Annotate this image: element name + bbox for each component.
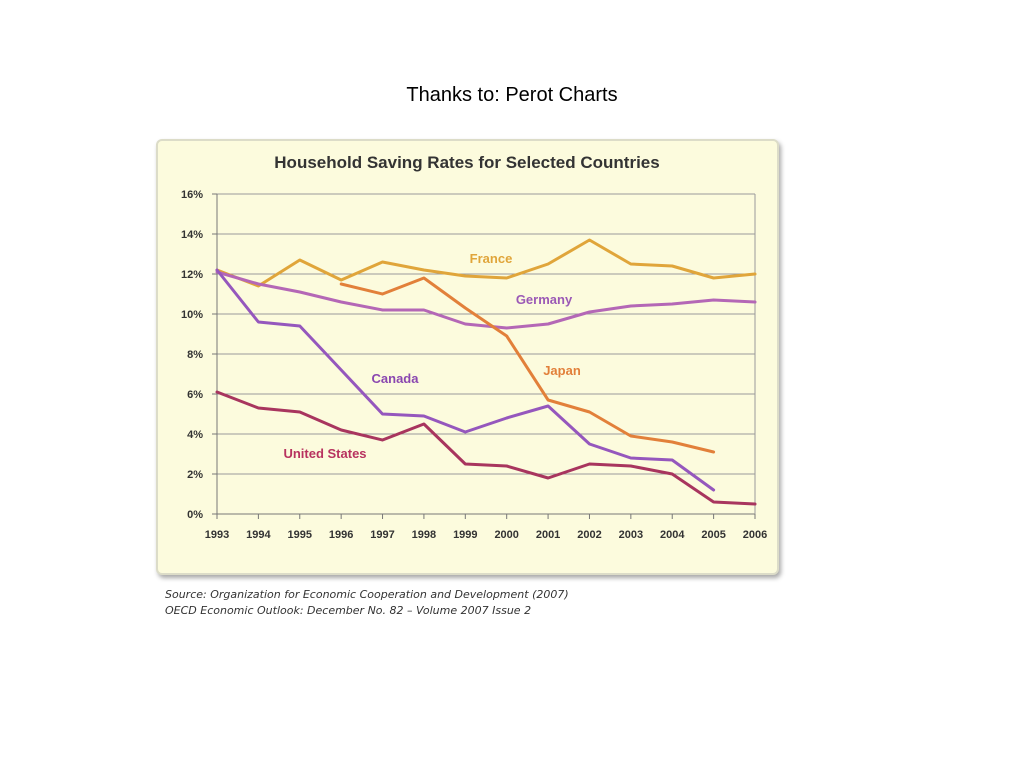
x-tick-label: 1998	[412, 529, 436, 541]
x-tick-label: 2004	[660, 529, 685, 541]
series-label-france: France	[470, 251, 513, 266]
y-tick-label: 2%	[187, 469, 203, 481]
line-chart: Household Saving Rates for Selected Coun…	[181, 153, 767, 541]
series-label-canada: Canada	[372, 371, 420, 386]
y-tick-label: 10%	[181, 309, 203, 321]
page-title: Thanks to: Perot Charts	[406, 84, 618, 106]
x-tick-label: 1995	[288, 529, 312, 541]
series-line-united-states	[215, 390, 757, 506]
y-tick-label: 8%	[187, 349, 203, 361]
y-tick-label: 6%	[187, 389, 203, 401]
x-tick-label: 1993	[205, 529, 229, 541]
x-tick-label: 1994	[246, 529, 271, 541]
series-line-france	[215, 238, 757, 288]
source-note: Source: Organization for Economic Cooper…	[165, 587, 569, 619]
series-line-germany	[215, 270, 757, 330]
chart-title: Household Saving Rates for Selected Coun…	[274, 153, 659, 172]
y-tick-label: 14%	[181, 229, 203, 241]
y-tick-label: 16%	[181, 189, 203, 201]
x-tick-label: 2002	[577, 529, 601, 541]
x-tick-label: 2001	[536, 529, 560, 541]
series-label-germany: Germany	[516, 292, 573, 307]
x-tick-label: 2006	[743, 529, 767, 541]
source-line: Source: Organization for Economic Cooper…	[165, 588, 569, 601]
x-tick-label: 1997	[370, 529, 394, 541]
x-tick-label: 2003	[619, 529, 643, 541]
y-tick-label: 12%	[181, 269, 203, 281]
y-tick-label: 0%	[187, 509, 203, 521]
series-label-japan: Japan	[543, 363, 581, 378]
source-line: OECD Economic Outlook: December No. 82 –…	[165, 604, 532, 617]
series-line-canada	[215, 268, 716, 492]
y-tick-label: 4%	[187, 429, 203, 441]
chart-panel: Household Saving Rates for Selected Coun…	[156, 139, 779, 575]
series-line-japan	[339, 276, 716, 454]
x-tick-label: 2005	[701, 529, 725, 541]
x-tick-label: 2000	[494, 529, 518, 541]
x-tick-label: 1996	[329, 529, 353, 541]
series-label-united-states: United States	[283, 446, 366, 461]
x-tick-label: 1999	[453, 529, 477, 541]
